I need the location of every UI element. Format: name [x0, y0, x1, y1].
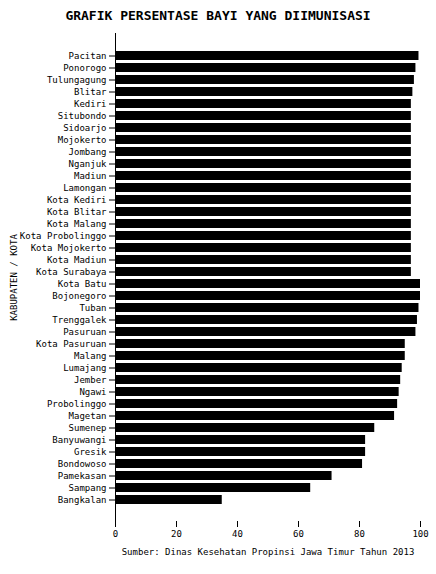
svg-text:Ngawi: Ngawi [79, 387, 106, 397]
svg-text:Trenggalek: Trenggalek [52, 315, 107, 325]
svg-text:Kota Probolinggo: Kota Probolinggo [20, 231, 107, 241]
svg-text:Kota Madiun: Kota Madiun [47, 255, 107, 265]
svg-text:Mojokerto: Mojokerto [58, 135, 107, 145]
svg-text:Kota Pasuruan: Kota Pasuruan [36, 339, 106, 349]
svg-text:Gresik: Gresik [74, 447, 107, 457]
svg-text:20: 20 [171, 529, 182, 539]
svg-text:Sumber: Dinas Kesehatan Propin: Sumber: Dinas Kesehatan Propinsi Jawa Ti… [122, 547, 415, 557]
svg-text:Kota Malang: Kota Malang [47, 219, 107, 229]
svg-text:Nganjuk: Nganjuk [69, 159, 108, 169]
svg-text:Pamekasan: Pamekasan [58, 471, 107, 481]
svg-text:Probolinggo: Probolinggo [47, 399, 107, 409]
svg-text:KABUPATEN / KOTA: KABUPATEN / KOTA [9, 234, 19, 321]
svg-text:Blitar: Blitar [74, 87, 107, 97]
svg-text:Jember: Jember [74, 375, 107, 385]
html-text:GRAFIK PERSENTASE BAYI YANG DI: GRAFIK PERSENTASE BAYI YANG DIIMUNISASI [65, 8, 371, 23]
svg-text:0: 0 [113, 529, 118, 539]
svg-text:Bojonegoro: Bojonegoro [52, 291, 106, 301]
svg-text:Kota Blitar: Kota Blitar [47, 207, 107, 217]
svg-text:Madiun: Madiun [74, 171, 107, 181]
svg-text:Situbondo: Situbondo [58, 111, 107, 121]
svg-text:Kota Batu: Kota Batu [58, 279, 107, 289]
svg-text:Pacitan: Pacitan [69, 51, 107, 61]
svg-text:Kota Surabaya: Kota Surabaya [36, 267, 106, 277]
svg-text:Kediri: Kediri [74, 99, 107, 109]
svg-text:Kota Mojokerto: Kota Mojokerto [31, 243, 107, 253]
svg-text:Lamongan: Lamongan [63, 183, 106, 193]
svg-text:Banyuwangi: Banyuwangi [52, 435, 106, 445]
svg-text:Lumajang: Lumajang [63, 363, 106, 373]
svg-text:60: 60 [293, 529, 304, 539]
svg-text:40: 40 [232, 529, 243, 539]
svg-text:Magetan: Magetan [69, 411, 107, 421]
svg-text:Ponorogo: Ponorogo [63, 63, 106, 73]
svg-text:Malang: Malang [74, 351, 107, 361]
svg-text:Tulungagung: Tulungagung [47, 75, 107, 85]
svg-text:Bangkalan: Bangkalan [58, 495, 107, 505]
svg-text:Jombang: Jombang [69, 147, 107, 157]
svg-text:Bondowoso: Bondowoso [58, 459, 107, 469]
svg-text:100: 100 [412, 529, 428, 539]
svg-text:Sampang: Sampang [69, 483, 107, 493]
svg-text:Tuban: Tuban [79, 303, 106, 313]
svg-text:80: 80 [354, 529, 365, 539]
svg-text:Kota Kediri: Kota Kediri [47, 195, 107, 205]
svg-text:Sumenep: Sumenep [69, 423, 107, 433]
svg-text:Pasuruan: Pasuruan [63, 327, 106, 337]
svg-text:Sidoarjo: Sidoarjo [63, 123, 106, 133]
